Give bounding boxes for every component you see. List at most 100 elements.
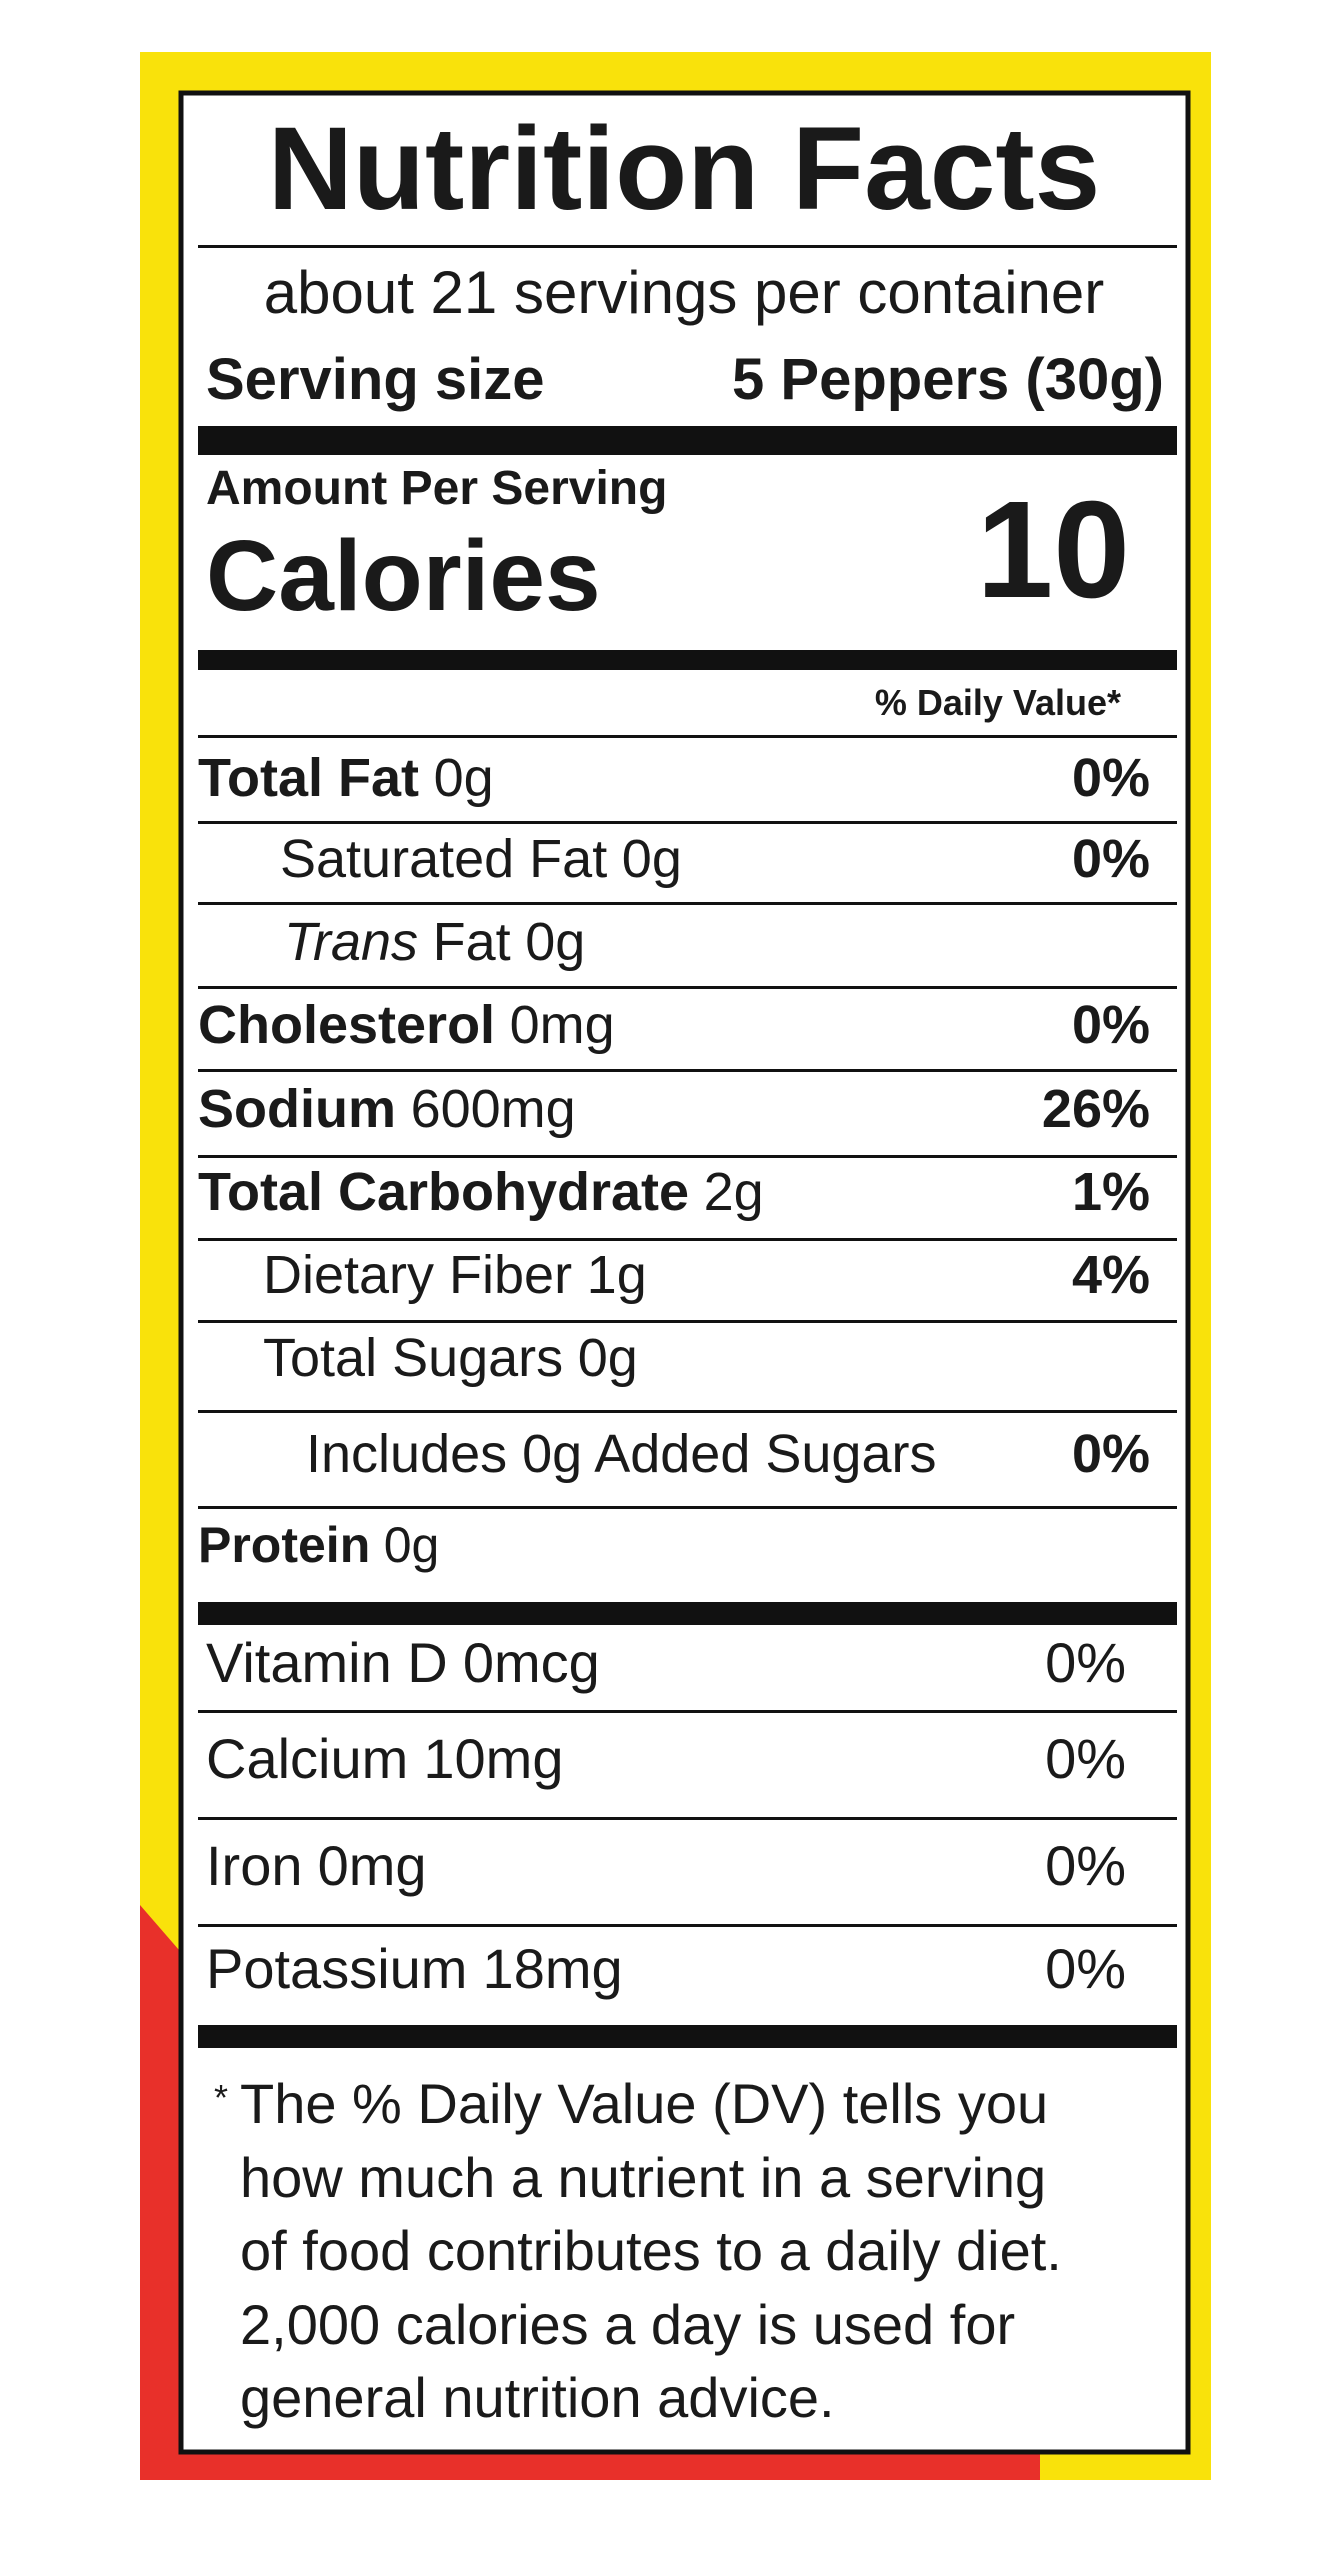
thick-rule (198, 1602, 1177, 1625)
text-part: 10 (977, 473, 1131, 627)
text-part: 0g (525, 912, 585, 972)
nutrient-name: Saturated Fat 0g (280, 829, 682, 889)
rule (198, 1924, 1177, 1927)
rules (198, 245, 1177, 2048)
text-part: 5 Peppers (30g) (732, 347, 1164, 412)
rule (198, 1506, 1177, 1509)
nutrient-dv: 0% (1072, 748, 1150, 808)
rule (198, 986, 1177, 989)
nutrient-name: Cholesterol 0mg (198, 995, 615, 1055)
text-part: about 21 servings per container (264, 259, 1105, 326)
text-part: Vitamin D (206, 1631, 448, 1694)
nutrient-dv: 0% (1072, 829, 1150, 889)
text-part: 0g (384, 1517, 440, 1573)
text-part: 0mg (510, 995, 615, 1055)
rule (198, 735, 1177, 738)
text-part: 2,000 calories a day is used for (240, 2293, 1015, 2356)
text-part: of food contributes to a daily diet. (240, 2219, 1062, 2282)
calories-value: 10 (977, 473, 1131, 627)
vitamin-name: Vitamin D 0mcg (206, 1631, 600, 1694)
text-part: Total Fat (198, 748, 419, 808)
text-part: The % Daily Value (DV) tells you (240, 2072, 1048, 2135)
text-part: 0mcg (463, 1631, 600, 1694)
nutrient-dv: 4% (1072, 1245, 1150, 1305)
text-part: 0% (1072, 748, 1150, 808)
footnote-line: The % Daily Value (DV) tells you (240, 2072, 1048, 2135)
nutrient-name: Total Fat 0g (198, 748, 494, 808)
nutrient-name: Dietary Fiber 1g (263, 1245, 647, 1305)
nutrient-name: Includes 0g Added Sugars (306, 1424, 936, 1484)
footnote-marker: * (214, 2077, 228, 2118)
thick-rule (198, 650, 1177, 670)
rule (198, 1155, 1177, 1158)
text-part: Amount Per Serving (206, 462, 667, 515)
text-part: 0g (578, 1328, 638, 1388)
text-part: 0% (1045, 1631, 1126, 1694)
text-part: 2g (704, 1162, 764, 1222)
vitamin-name: Potassium 18mg (206, 1937, 623, 2000)
text-part: 0% (1045, 1937, 1126, 2000)
thick-rule (198, 426, 1177, 455)
rule (198, 1410, 1177, 1413)
text-part: Fat (433, 912, 511, 972)
vitamin-dv: 0% (1045, 1631, 1126, 1694)
text-part: Cholesterol (198, 995, 495, 1055)
text-part: Calories (206, 520, 601, 632)
vitamin-dv: 0% (1045, 1834, 1126, 1897)
vitamin-dv: 0% (1045, 1937, 1126, 2000)
text-part: 0g (622, 829, 682, 889)
text-part: % Daily Value* (875, 682, 1121, 723)
text-part: Protein (198, 1517, 370, 1573)
label-panel (178, 90, 1191, 2455)
text-part: Serving size (206, 347, 544, 412)
text-part: Total Carbohydrate (198, 1162, 689, 1222)
text-part: Sodium (198, 1079, 396, 1139)
calories-label: Calories (206, 520, 601, 632)
dv-header: % Daily Value* (875, 682, 1121, 723)
vitamin-name: Calcium 10mg (206, 1727, 563, 1790)
footnote-line: 2,000 calories a day is used for (240, 2293, 1015, 2356)
rule (198, 1238, 1177, 1241)
text-part: 26% (1042, 1079, 1150, 1139)
text-part: Potassium (206, 1937, 467, 2000)
text-part: * (214, 2077, 228, 2118)
text-part: Saturated Fat (280, 829, 607, 889)
footnote-line: general nutrition advice. (240, 2366, 835, 2429)
rule (198, 902, 1177, 905)
title: Nutrition Facts (268, 103, 1101, 235)
text-part: Trans (284, 912, 418, 972)
text-part: Total Sugars (263, 1328, 563, 1388)
text-part: Calcium (206, 1727, 408, 1790)
nutrient-name: Total Carbohydrate 2g (198, 1162, 764, 1222)
rule (198, 821, 1177, 824)
text-part: 10mg (423, 1727, 563, 1790)
rule (198, 1817, 1177, 1820)
text-part: 0% (1072, 1424, 1150, 1484)
text-part: Includes 0g Added Sugars (306, 1424, 936, 1484)
text-part: 0% (1072, 995, 1150, 1055)
text-part: 1g (587, 1245, 647, 1305)
servings: about 21 servings per container (264, 259, 1105, 326)
text-part: how much a nutrient in a serving (240, 2146, 1046, 2209)
rule (198, 245, 1177, 248)
footnote-line: of food contributes to a daily diet. (240, 2219, 1062, 2282)
text-part: Dietary Fiber (263, 1245, 572, 1305)
serving-size-label: Serving size (206, 347, 544, 412)
thick-rule (198, 2025, 1177, 2048)
text-part: 4% (1072, 1245, 1150, 1305)
nutrient-dv: 1% (1072, 1162, 1150, 1222)
text-part: 0% (1045, 1727, 1126, 1790)
text-part: general nutrition advice. (240, 2366, 835, 2429)
text-part: 18mg (483, 1937, 623, 2000)
nutrient-name: Total Sugars 0g (263, 1328, 638, 1388)
nutrient-dv: 0% (1072, 1424, 1150, 1484)
text-part: 0% (1045, 1834, 1126, 1897)
text-part: 600mg (411, 1079, 576, 1139)
text-part: Nutrition Facts (268, 103, 1101, 235)
vitamin-name: Iron 0mg (206, 1834, 427, 1897)
nutrient-name: Trans Fat 0g (284, 912, 585, 972)
nutrient-dv: 0% (1072, 995, 1150, 1055)
nutrient-dv: 26% (1042, 1079, 1150, 1139)
rule (198, 1320, 1177, 1323)
